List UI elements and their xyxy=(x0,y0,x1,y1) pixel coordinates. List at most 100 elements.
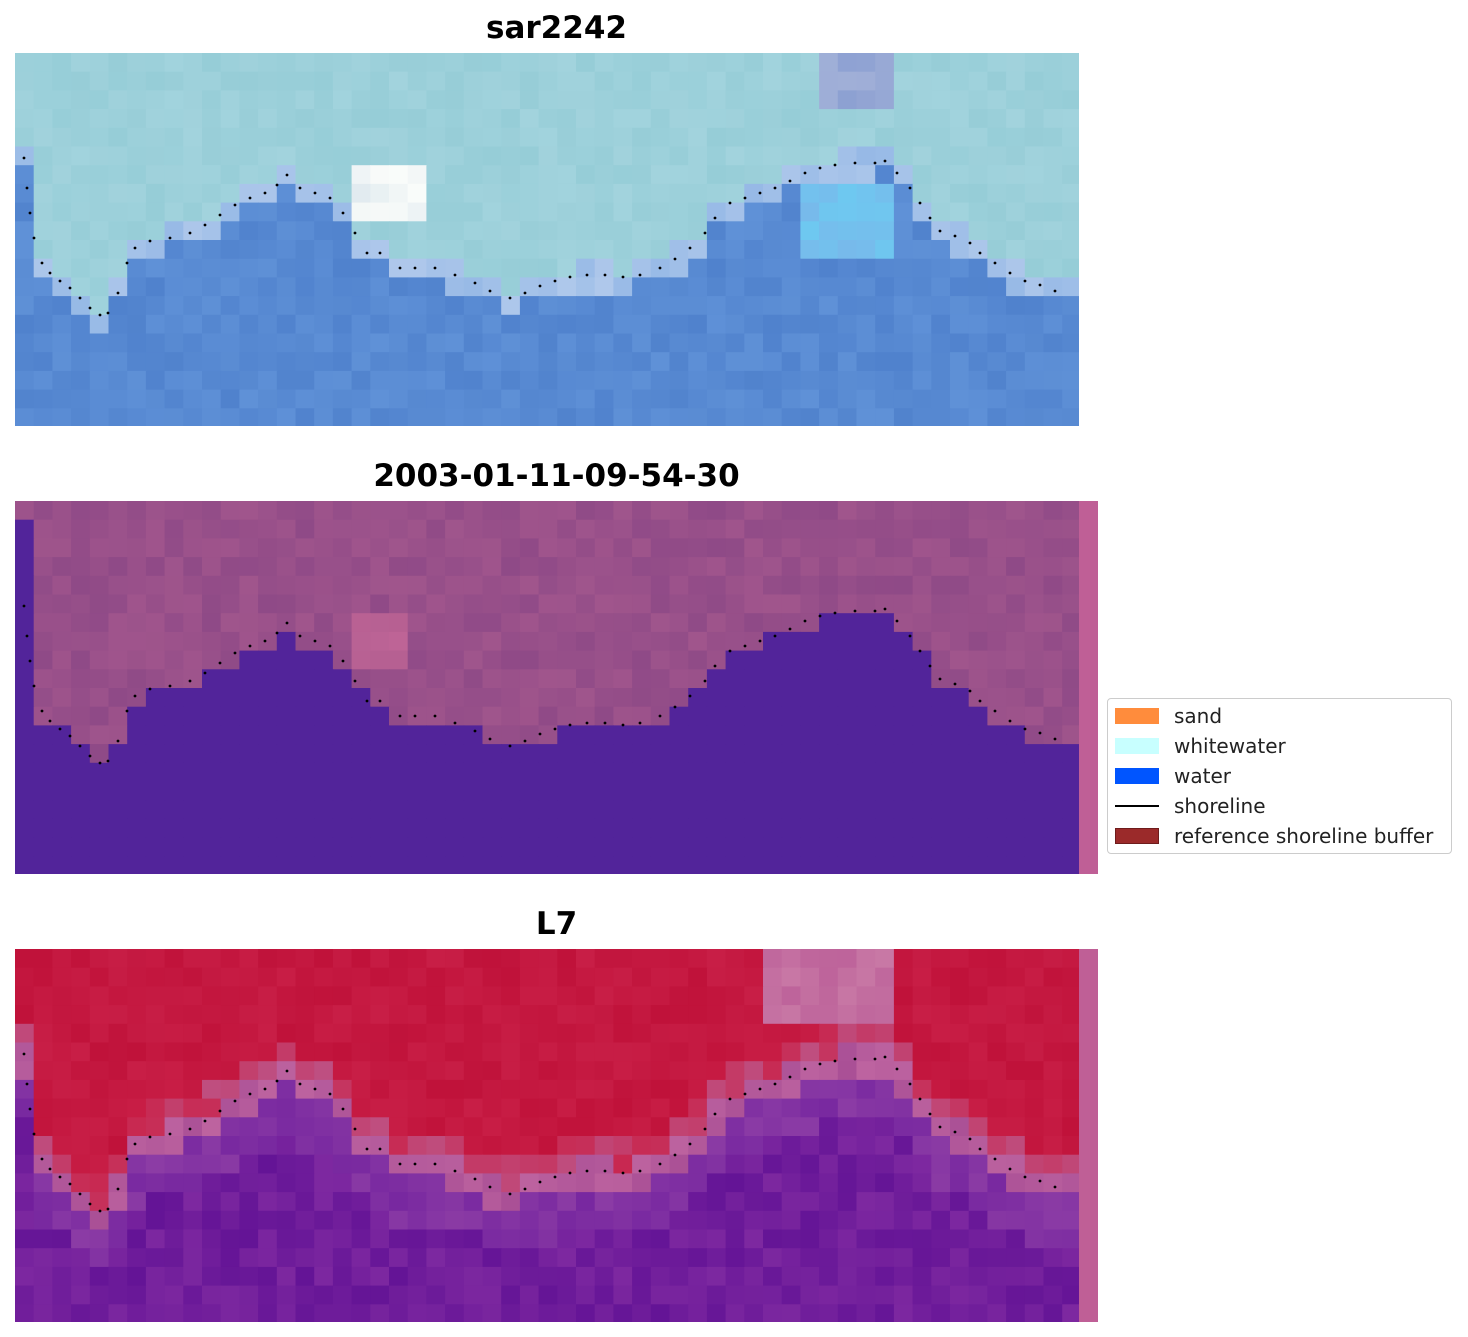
shoreline-dots xyxy=(22,156,1057,317)
shoreline-point xyxy=(341,659,345,663)
shoreline-point xyxy=(32,1132,36,1136)
shoreline-point xyxy=(106,311,110,315)
shoreline-point xyxy=(40,261,44,265)
shoreline-point xyxy=(68,1182,72,1186)
shoreline-point xyxy=(488,1185,492,1189)
shoreline-point xyxy=(248,196,252,200)
shoreline-point xyxy=(978,699,982,703)
shoreline-point xyxy=(553,279,557,283)
shoreline-point xyxy=(728,201,732,205)
shoreline-point xyxy=(713,1112,717,1116)
rgb-image xyxy=(15,53,1079,426)
shoreline-point xyxy=(188,679,192,683)
shoreline-point xyxy=(585,273,589,277)
shoreline-point xyxy=(40,709,44,713)
shoreline-point xyxy=(833,1059,837,1063)
shoreline-point xyxy=(58,727,62,731)
reference-buffer-strip xyxy=(1079,949,1098,1322)
shoreline-point xyxy=(728,1097,732,1101)
legend-item-shoreline: shoreline xyxy=(1115,794,1266,818)
shoreline-point xyxy=(248,644,252,648)
shoreline-point xyxy=(978,251,982,255)
shoreline-point xyxy=(125,261,129,265)
shoreline-point xyxy=(98,1209,102,1213)
shoreline-point xyxy=(688,694,692,698)
shoreline-point xyxy=(928,664,932,668)
shoreline-point xyxy=(453,721,457,725)
shoreline-point xyxy=(116,1187,120,1191)
shoreline-point xyxy=(413,714,417,718)
shoreline-point xyxy=(248,1092,252,1096)
shoreline-point xyxy=(758,639,762,643)
shoreline-point xyxy=(68,286,72,290)
rgb-pixels xyxy=(15,53,1079,426)
shoreline-point xyxy=(298,186,302,190)
shoreline-point xyxy=(263,1087,267,1091)
shoreline-point xyxy=(773,634,777,638)
shoreline-point xyxy=(88,306,92,310)
shoreline-point xyxy=(125,709,129,713)
shoreline-point xyxy=(298,634,302,638)
shoreline-point xyxy=(453,1169,457,1173)
shoreline-point xyxy=(508,744,512,748)
shoreline-point xyxy=(168,236,172,240)
shoreline-point xyxy=(398,714,402,718)
shoreline-point xyxy=(603,721,607,725)
shoreline-point xyxy=(1053,289,1057,293)
shoreline-point xyxy=(488,737,492,741)
shoreline-point xyxy=(473,1177,477,1181)
legend-item-whitewater: whitewater xyxy=(1115,734,1286,758)
shoreline-point xyxy=(353,231,357,235)
shoreline-point xyxy=(285,173,289,177)
shoreline-point xyxy=(125,1157,129,1161)
legend-label-sand: sand xyxy=(1174,704,1223,728)
shoreline-point xyxy=(453,273,457,277)
shoreline-point xyxy=(538,284,542,288)
shoreline-point xyxy=(928,1112,932,1116)
shoreline-point xyxy=(853,1057,857,1061)
shoreline-point xyxy=(621,275,625,279)
shoreline-point xyxy=(285,621,289,625)
shoreline-point xyxy=(233,1099,237,1103)
shoreline-point xyxy=(28,211,32,215)
shoreline-point xyxy=(116,739,120,743)
shoreline-point xyxy=(603,273,607,277)
shoreline-point xyxy=(788,179,792,183)
shoreline-point xyxy=(28,1107,32,1111)
shoreline-point xyxy=(203,671,207,675)
shoreline-point xyxy=(413,1162,417,1166)
panel-title-rgb: sar2242 xyxy=(486,10,627,46)
shoreline-point xyxy=(993,709,997,713)
shoreline-point xyxy=(188,231,192,235)
shoreline-point xyxy=(433,714,437,718)
index-image xyxy=(15,949,1098,1322)
rgb-image-panel xyxy=(15,53,1079,426)
shoreline-point xyxy=(508,1192,512,1196)
shoreline-point xyxy=(1038,1179,1042,1183)
shoreline-point xyxy=(953,234,957,238)
shoreline-point xyxy=(953,682,957,686)
shoreline-point xyxy=(168,1132,172,1136)
shoreline-point xyxy=(188,1127,192,1131)
legend-item-buffer: reference shoreline buffer xyxy=(1115,824,1433,848)
shoreline-point xyxy=(743,1092,747,1096)
shoreline-point xyxy=(895,1067,899,1071)
shoreline-point xyxy=(328,196,332,200)
shoreline-point xyxy=(1008,271,1012,275)
shoreline-point xyxy=(538,732,542,736)
water-swatch xyxy=(1115,768,1159,784)
legend-item-sand: sand xyxy=(1115,704,1223,728)
shoreline-point xyxy=(895,171,899,175)
shoreline-point xyxy=(1053,737,1057,741)
shoreline-point xyxy=(788,1075,792,1079)
shoreline-point xyxy=(298,1082,302,1086)
shoreline-point xyxy=(218,661,222,665)
legend: sand whitewater water shoreline referenc… xyxy=(1107,698,1452,854)
shoreline-point xyxy=(803,171,807,175)
shoreline-point xyxy=(568,723,572,727)
shoreline-point xyxy=(1023,1175,1027,1179)
shoreline-point xyxy=(378,699,382,703)
whitewater-swatch xyxy=(1115,738,1159,754)
shoreline-point xyxy=(538,1180,542,1184)
shoreline-point xyxy=(263,191,267,195)
